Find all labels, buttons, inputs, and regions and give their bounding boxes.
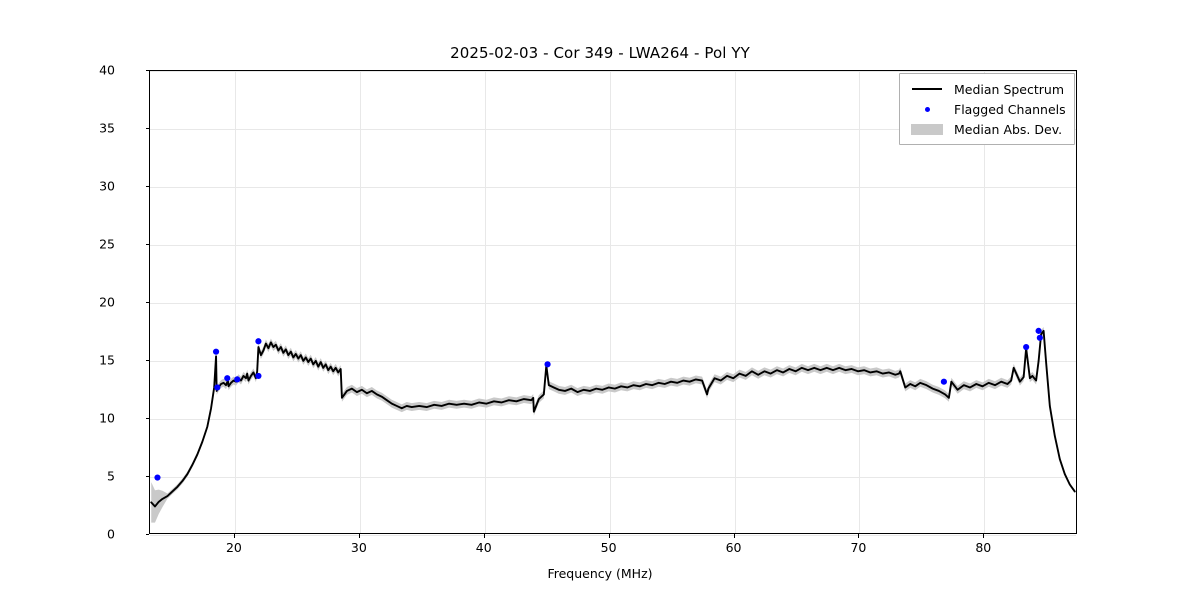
grid-layer — [150, 71, 1076, 536]
y-axis-tick-label: 20 — [99, 294, 115, 310]
x-axis-tick-label: 70 — [850, 540, 867, 555]
x-axis-tick — [733, 534, 735, 538]
flagged-channel-point[interactable] — [212, 348, 220, 355]
flagged-channel-point[interactable] — [234, 376, 241, 383]
y-axis-tick-label: 25 — [99, 236, 115, 252]
x-axis-tick — [233, 534, 235, 538]
grid-line-vertical — [734, 71, 736, 533]
y-axis-tick — [145, 244, 149, 245]
grid-line-vertical — [609, 71, 611, 533]
flagged-channel-point[interactable] — [1035, 327, 1042, 334]
flagged-channel-point[interactable] — [940, 378, 947, 385]
x-axis-tick — [983, 534, 985, 538]
y-axis-tick — [145, 302, 149, 303]
grid-line-horizontal — [150, 477, 1076, 478]
y-axis-tick — [145, 128, 149, 129]
grid-line-vertical — [234, 71, 236, 533]
grid-line-horizontal — [150, 71, 1076, 72]
grid-line-horizontal — [150, 245, 1076, 246]
x-axis-tick-label: 30 — [350, 540, 367, 555]
legend-dot-swatch — [906, 106, 948, 112]
y-axis-tick-label: 35 — [99, 120, 115, 136]
median-spectrum-line — [150, 329, 1076, 508]
plot-axes-area — [149, 70, 1077, 536]
x-axis-tick-label: 80 — [975, 540, 992, 555]
grid-line-vertical — [859, 71, 861, 533]
flagged-channel-point[interactable] — [255, 338, 262, 345]
legend-line-swatch — [906, 88, 948, 90]
grid-line-horizontal — [150, 303, 1076, 304]
flagged-channels-points[interactable] — [154, 327, 1043, 481]
x-axis-tick-label: 40 — [475, 540, 492, 555]
y-axis-tick-label: 30 — [99, 178, 115, 194]
x-axis-label: Frequency (MHz) — [547, 566, 653, 581]
chart-legend: Median Spectrum Flagged Channels Median … — [899, 73, 1075, 145]
flagged-channel-point[interactable] — [255, 372, 262, 380]
median-abs-dev-band — [151, 326, 1075, 523]
y-axis-tick — [145, 476, 149, 477]
y-axis-tick-label: 15 — [99, 352, 115, 368]
x-axis-tick — [858, 534, 860, 538]
y-axis-tick-label: 5 — [107, 468, 115, 484]
grid-line-vertical — [484, 71, 486, 533]
grid-line-horizontal — [150, 129, 1076, 130]
flagged-channel-point[interactable] — [1036, 334, 1043, 341]
flagged-channel-point[interactable] — [154, 474, 161, 481]
x-axis-tick — [608, 534, 610, 538]
x-axis-tick-label: 50 — [600, 540, 617, 555]
y-axis-tick-label: 10 — [99, 410, 115, 426]
grid-line-horizontal — [150, 361, 1076, 362]
y-axis-tick-label: 0 — [107, 526, 115, 542]
legend-item-median-abs-dev: Median Abs. Dev. — [906, 119, 1068, 139]
data-layer — [150, 326, 1076, 523]
legend-label: Median Spectrum — [954, 81, 1065, 97]
y-axis-tick — [145, 360, 149, 361]
legend-patch-swatch — [906, 123, 948, 135]
legend-item-flagged-channels: Flagged Channels — [906, 99, 1068, 119]
grid-line-horizontal — [150, 187, 1076, 188]
flagged-channel-point[interactable] — [214, 384, 221, 391]
grid-line-vertical — [359, 71, 361, 533]
y-axis-tick — [145, 534, 149, 535]
y-axis-tick-label: 40 — [99, 62, 115, 78]
legend-item-median-spectrum: Median Spectrum — [906, 79, 1068, 99]
x-axis-tick-label: 60 — [725, 540, 742, 555]
y-axis-tick — [145, 418, 149, 419]
legend-label: Flagged Channels — [954, 101, 1066, 117]
x-axis-tick — [483, 534, 485, 538]
grid-line-horizontal — [150, 419, 1076, 420]
flagged-channel-point[interactable] — [1023, 343, 1030, 351]
x-axis-tick — [358, 534, 360, 538]
y-axis-tick — [145, 186, 149, 187]
flagged-channel-point[interactable] — [544, 361, 551, 368]
grid-line-horizontal — [150, 535, 1076, 536]
flagged-channel-point[interactable] — [224, 375, 231, 382]
x-axis-tick-label: 20 — [225, 540, 242, 555]
y-axis-tick — [145, 70, 149, 71]
chart-title: 2025-02-03 - Cor 349 - LWA264 - Pol YY — [450, 44, 750, 62]
grid-line-vertical — [984, 71, 986, 533]
legend-label: Median Abs. Dev. — [954, 121, 1063, 137]
